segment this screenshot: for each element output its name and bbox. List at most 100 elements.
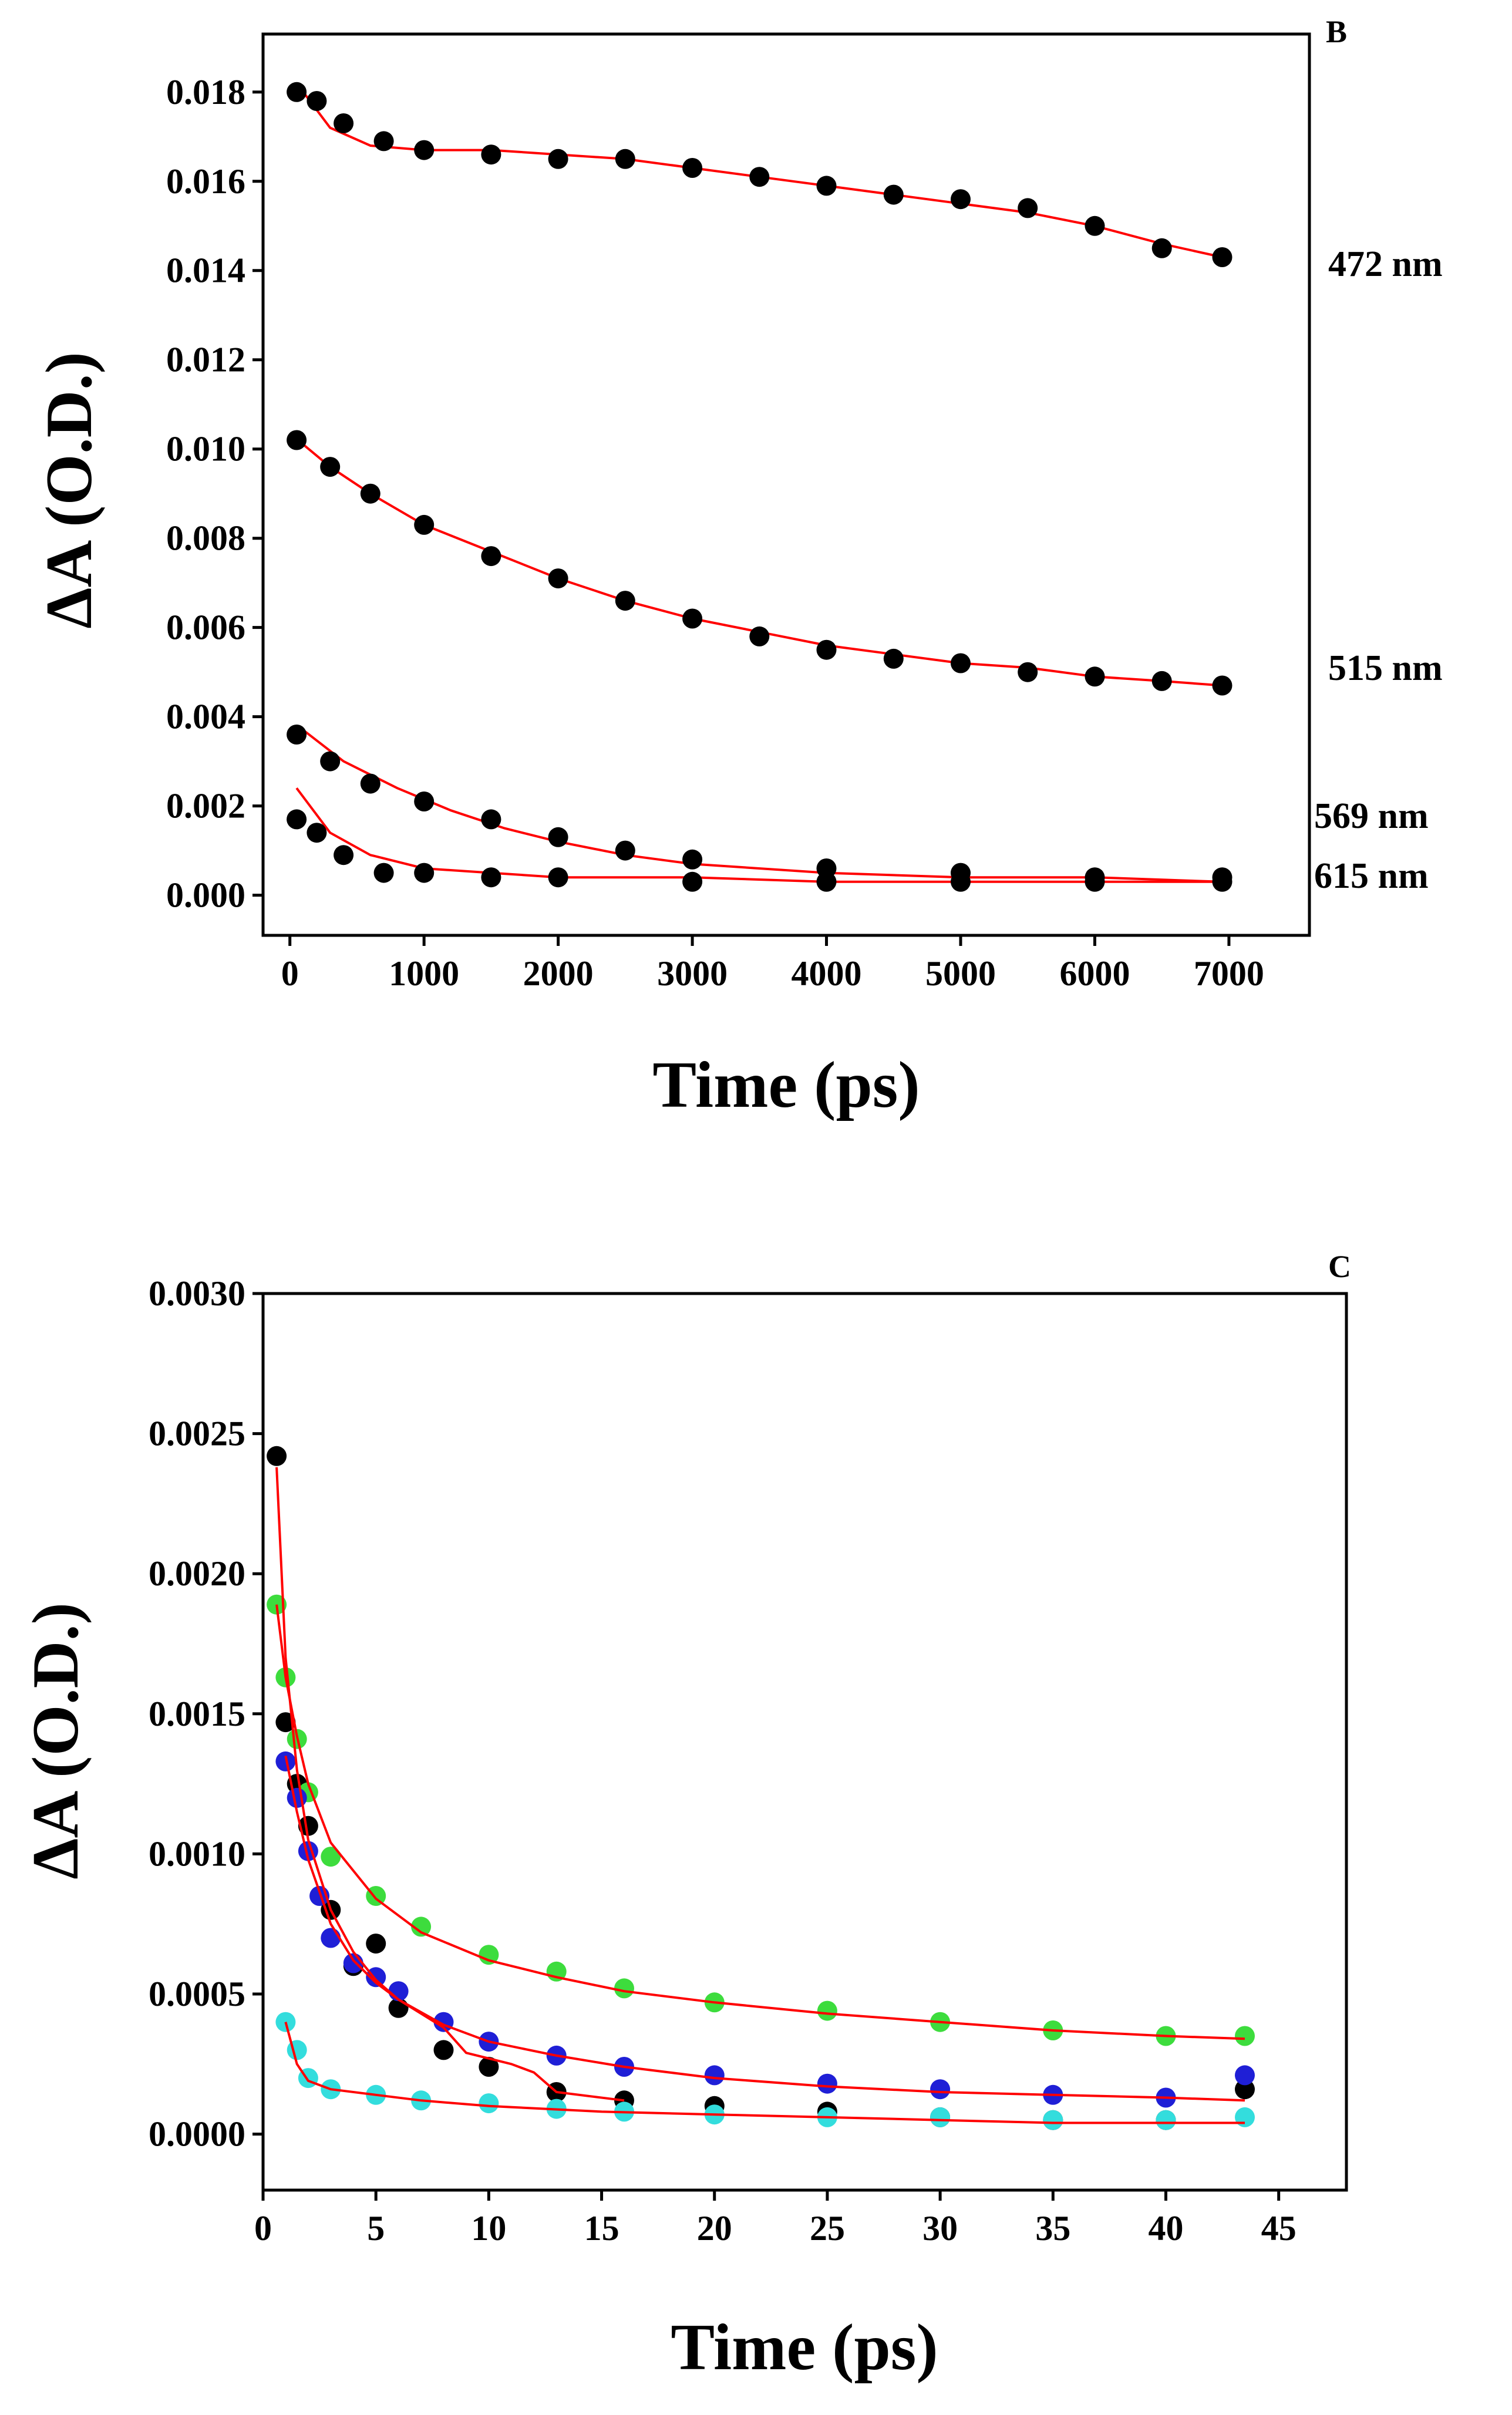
panel-b-series-label-569: 569 nm	[1314, 796, 1429, 836]
panel-c: 0.0000 0.0005 0.0010 0.0015 0.0020 0.0025 0.00…	[19, 1249, 1351, 2384]
b-point-472-nm	[816, 176, 837, 196]
b-point-615-nm	[287, 809, 307, 830]
b-x-tick-label: 7000	[1194, 954, 1264, 993]
b-point-515-nm	[1212, 675, 1233, 696]
panel-c-y-ticks: 0.0000 0.0005 0.0010 0.0015 0.0020 0.0025 0.00…	[149, 1274, 263, 2154]
b-point-472-nm	[414, 140, 435, 160]
b-point-569-nm	[682, 849, 703, 870]
panel-b-letter: B	[1326, 14, 1347, 49]
b-point-615-nm	[307, 823, 327, 843]
b-point-569-nm	[320, 751, 341, 772]
c-point-blue	[817, 2073, 837, 2094]
panel-c-letter: C	[1328, 1249, 1351, 1284]
c-x-tick-label: 45	[1261, 2209, 1297, 2248]
c-point-green	[614, 1978, 634, 1999]
c-x-tick-label: 0	[254, 2209, 272, 2248]
b-point-615-nm	[414, 863, 435, 883]
c-y-tick-label: 0.0030	[149, 1274, 245, 1313]
c-y-tick-label: 0.0015	[149, 1695, 245, 1733]
c-point-black	[1235, 2079, 1255, 2100]
b-point-515-nm	[320, 457, 341, 477]
b-point-515-nm	[682, 608, 703, 629]
b-y-tick-label: 0.010	[166, 430, 245, 469]
c-point-cyan	[1043, 2110, 1063, 2130]
b-point-472-nm	[481, 144, 501, 165]
panel-b-data-points	[287, 82, 1233, 892]
c-x-tick-label: 5	[367, 2209, 385, 2248]
panel-b-x-ticks: 0 1000 2000 3000 4000 5000 6000 7000	[281, 935, 1264, 993]
b-y-tick-label: 0.004	[166, 698, 245, 736]
b-point-515-nm	[883, 648, 904, 669]
b-472-nm-fit-line	[302, 91, 1223, 258]
b-y-tick-label: 0.014	[166, 251, 245, 290]
c-point-green	[817, 2000, 837, 2021]
c-blue-fit-line	[284, 1756, 1245, 2102]
panel-b-series-label-472: 472 nm	[1328, 244, 1443, 284]
b-point-515-nm	[360, 483, 380, 504]
c-green-fit-line	[275, 1604, 1245, 2040]
b-y-tick-label: 0.016	[166, 162, 245, 201]
b-x-tick-label: 0	[281, 954, 299, 993]
panel-b-frame	[261, 32, 1311, 937]
c-point-black	[479, 2057, 499, 2077]
b-point-515-nm	[548, 568, 568, 589]
b-point-472-nm	[287, 82, 307, 102]
b-point-569-nm	[481, 809, 501, 830]
b-y-tick-label: 0.006	[166, 608, 245, 647]
c-x-tick-label: 15	[584, 2209, 619, 2248]
panel-b-series-label-615: 615 nm	[1314, 856, 1429, 896]
c-x-tick-label: 10	[471, 2209, 506, 2248]
b-point-472-nm	[307, 91, 327, 111]
panel-b-series-label-515: 515 nm	[1328, 648, 1443, 688]
b-x-tick-label: 4000	[792, 954, 862, 993]
c-point-green	[411, 1916, 432, 1937]
panel-c-frame	[261, 1292, 1348, 2192]
c-point-black	[366, 1934, 386, 1954]
b-point-615-nm	[816, 871, 837, 892]
b-point-569-nm	[548, 827, 568, 847]
c-x-tick-label: 30	[922, 2209, 958, 2248]
b-point-472-nm	[373, 131, 394, 151]
c-point-cyan	[930, 2107, 951, 2127]
b-x-tick-label: 1000	[389, 954, 459, 993]
b-x-tick-label: 3000	[657, 954, 728, 993]
b-point-472-nm	[548, 149, 568, 169]
c-y-tick-label: 0.0025	[149, 1414, 245, 1453]
c-x-tick-label: 25	[810, 2209, 845, 2248]
b-point-472-nm	[749, 167, 770, 187]
c-point-black	[267, 1446, 287, 1466]
c-point-blue	[321, 1928, 341, 1948]
panel-b-y-ticks: 0.000 0.002 0.004 0.006 0.008 0.010 0.012 0.014…	[166, 73, 263, 915]
b-point-515-nm	[287, 430, 307, 450]
b-point-515-nm	[1085, 666, 1105, 687]
b-point-472-nm	[615, 149, 635, 169]
b-point-569-nm	[414, 791, 435, 811]
b-point-615-nm	[548, 867, 568, 888]
b-point-515-nm	[414, 514, 435, 535]
b-point-472-nm	[951, 189, 971, 210]
b-point-569-nm	[287, 725, 307, 745]
b-point-515-nm	[1151, 671, 1172, 691]
panel-c-x-ticks: 0 5 10 15 20 25 30 35 40 45	[254, 2190, 1297, 2248]
b-point-569-nm	[360, 773, 380, 794]
b-y-tick-label: 0.000	[166, 876, 245, 915]
c-point-cyan	[1235, 2107, 1255, 2127]
c-black-fit-line	[275, 1467, 625, 2102]
c-point-cyan	[287, 2040, 307, 2060]
b-point-472-nm	[682, 158, 703, 178]
c-point-blue	[1235, 2065, 1255, 2086]
c-point-black	[433, 2040, 454, 2060]
b-y-tick-label: 0.012	[166, 341, 245, 379]
b-y-tick-label: 0.008	[166, 519, 245, 558]
c-y-tick-label: 0.0005	[149, 1975, 245, 2013]
panel-b-y-axis-title: ΔA (O.D.)	[33, 352, 106, 629]
b-515-nm-fit-line	[302, 443, 1223, 687]
b-point-472-nm	[1085, 215, 1105, 236]
b-point-472-nm	[883, 184, 904, 205]
panel-b: 0.000 0.002 0.004 0.006 0.008 0.010 0.012 0.014…	[33, 14, 1443, 1121]
c-point-green	[321, 1847, 341, 1867]
c-y-tick-label: 0.0020	[149, 1554, 245, 1593]
b-point-515-nm	[951, 653, 971, 673]
c-y-tick-label: 0.0010	[149, 1834, 245, 1873]
